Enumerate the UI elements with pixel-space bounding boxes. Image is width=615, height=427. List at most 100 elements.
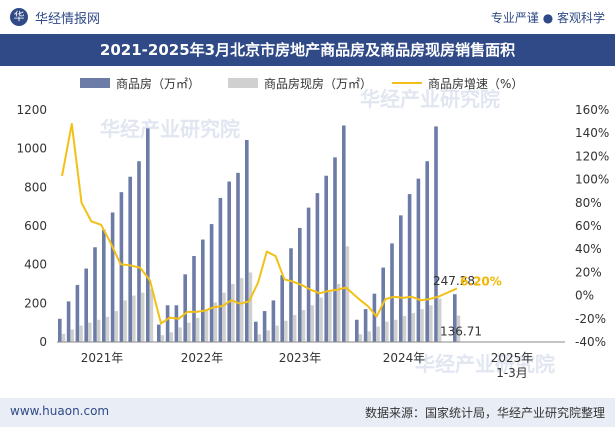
- bar-sales: [254, 321, 258, 342]
- data-label-existing: 136.71: [440, 325, 482, 339]
- legend-label-sales: 商品房（万㎡）: [116, 76, 200, 91]
- bar-sales: [342, 125, 346, 342]
- y-right-tick-label: 100%: [575, 173, 609, 187]
- bar-sales: [165, 305, 170, 342]
- bar-existing: [160, 335, 165, 342]
- bar-existing: [114, 311, 118, 342]
- bar-existing: [140, 292, 145, 342]
- y-left-tick-label: 400: [24, 258, 47, 272]
- bar-existing: [402, 315, 407, 342]
- bar-existing: [310, 305, 314, 342]
- x-tick-label: 2022年: [181, 351, 224, 365]
- bar-sales: [128, 176, 132, 342]
- x-tick-label: 2025年: [491, 351, 534, 365]
- data-label-sales: 247.28: [433, 274, 475, 288]
- bar-sales: [209, 224, 214, 342]
- bar-sales: [315, 193, 320, 342]
- x-tick-label-line2: 1-3月: [496, 366, 528, 380]
- bar-sales: [75, 284, 80, 342]
- y-left-tick-label: 0: [39, 335, 47, 349]
- bar-sales: [183, 274, 187, 342]
- slogan: 专业严谨 ● 客观科学: [490, 11, 605, 25]
- bar-sales: [227, 181, 231, 342]
- bar-existing: [169, 332, 173, 342]
- bar-existing: [105, 316, 110, 342]
- brand-logo-icon: 华: [10, 8, 28, 26]
- bar-sales: [245, 139, 249, 342]
- bar-sales: [218, 197, 223, 342]
- bar-sales: [425, 161, 429, 342]
- bar-sales: [174, 305, 179, 342]
- y-right-tick-label: 0%: [575, 289, 594, 303]
- bar-sales: [84, 268, 88, 342]
- bar-existing: [257, 334, 262, 342]
- bar-existing: [385, 321, 389, 342]
- data-source: 数据来源：国家统计局，华经产业研究院整理: [364, 406, 605, 420]
- bar-sales: [390, 243, 394, 342]
- y-right-tick-label: -20%: [575, 312, 606, 326]
- y-right-tick-label: 20%: [575, 265, 602, 279]
- bar-existing: [187, 322, 191, 342]
- bar-sales: [289, 248, 293, 342]
- watermark-text: 华经产业研究院: [415, 352, 555, 376]
- y-left-tick-label: 800: [24, 180, 47, 194]
- x-tick-label: 2023年: [279, 351, 322, 365]
- bar-existing: [222, 292, 226, 342]
- bar-sales: [324, 175, 328, 342]
- bar-existing: [275, 325, 279, 342]
- bar-sales: [66, 301, 71, 342]
- bar-sales: [102, 229, 106, 342]
- bar-existing: [284, 320, 288, 342]
- bar-sales: [119, 192, 124, 342]
- watermark-text: 华经产业研究院: [360, 87, 500, 111]
- bar-existing: [336, 284, 341, 342]
- bar-existing: [231, 284, 235, 342]
- bar-existing: [319, 297, 323, 342]
- chart-title: 2021-2025年3月北京市房地产商品房及商品房现房销售面积: [99, 41, 516, 59]
- x-tick-label: 2021年: [81, 351, 124, 365]
- bar-existing: [358, 334, 363, 342]
- y-right-tick-label: -40%: [575, 335, 606, 349]
- legend-label-growth: 商品房增速（%）: [428, 76, 523, 91]
- y-right-tick-label: 160%: [575, 103, 609, 117]
- bar-existing: [420, 309, 424, 342]
- brand-name[interactable]: 华经情报网: [35, 12, 101, 27]
- y-left-tick-label: 1000: [16, 142, 47, 156]
- y-right-tick-label: 120%: [575, 149, 609, 163]
- bar-sales: [399, 215, 403, 342]
- bar-existing: [132, 295, 136, 342]
- watermark-text: 华经产业研究院: [100, 117, 240, 141]
- y-right-tick-label: 140%: [575, 126, 609, 140]
- bar-sales: [93, 247, 97, 342]
- bar-existing: [301, 310, 306, 342]
- bar-existing: [79, 325, 83, 342]
- bar-sales: [262, 311, 267, 342]
- bar-existing: [96, 319, 101, 342]
- footer: www.huaon.com 数据来源：国家统计局，华经产业研究院整理: [0, 398, 615, 427]
- bar-existing: [213, 302, 217, 342]
- bar-sales: [201, 239, 205, 342]
- bar-existing: [70, 329, 74, 342]
- data-label-growth: 6.20%: [460, 274, 502, 288]
- legend-swatch-sales: [80, 78, 110, 88]
- bar-sales: [271, 300, 276, 342]
- x-tick-label: 2024年: [383, 351, 426, 365]
- bar-sales: [434, 126, 438, 342]
- bar-sales: [306, 207, 311, 342]
- bar-sales: [453, 294, 457, 342]
- bar-sales: [372, 293, 377, 342]
- bar-existing: [376, 326, 380, 342]
- bar-existing: [195, 317, 200, 342]
- bar-existing: [123, 300, 127, 342]
- bar-sales: [416, 178, 421, 342]
- top-bar: 华 华经情报网 专业严谨 ● 客观科学: [0, 0, 615, 34]
- bar-sales: [110, 212, 115, 342]
- bar-existing: [393, 319, 398, 342]
- bar-existing: [456, 315, 461, 342]
- bar-existing: [61, 333, 66, 342]
- bar-sales: [58, 318, 62, 342]
- site-link[interactable]: www.huaon.com: [10, 404, 110, 418]
- bar-existing: [328, 291, 332, 342]
- y-right-tick-label: 40%: [575, 242, 602, 256]
